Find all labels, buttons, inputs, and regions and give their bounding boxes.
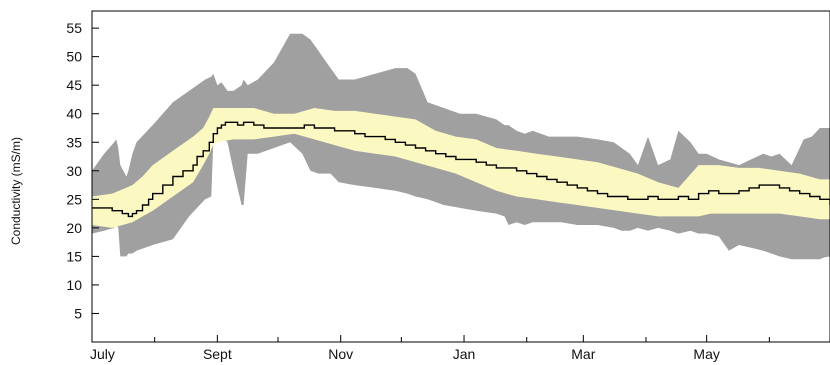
y-tick-label-55: 55	[66, 20, 82, 36]
y-tick-label-10: 10	[66, 277, 82, 293]
y-tick-label-25: 25	[66, 191, 82, 207]
plot-frame	[91, 10, 830, 343]
y-tick-label-50: 50	[66, 49, 82, 65]
x-tick-label-july: July	[90, 346, 115, 362]
median-line-layer	[92, 121, 830, 218]
x-tick-label-sept: Sept	[203, 346, 232, 362]
x-tick-label-mar: Mar	[571, 346, 595, 362]
y-axis-title: Conductivity (mS/m)	[9, 137, 23, 245]
y-tick-label-30: 30	[66, 163, 82, 179]
y-tick-label-15: 15	[66, 248, 82, 264]
y-tick-label-5: 5	[74, 305, 82, 321]
x-axis-ticks: July Sept Nov Jan Mar May	[90, 335, 770, 362]
median-line	[92, 121, 830, 218]
y-axis-ticks: 5 10 15 20 25 30 35 40 45 50 55	[66, 20, 99, 321]
bands-layer	[92, 33, 830, 260]
y-tick-label-20: 20	[66, 220, 82, 236]
x-tick-label-may: May	[693, 346, 719, 362]
x-tick-label-jan: Jan	[453, 346, 476, 362]
y-tick-label-40: 40	[66, 106, 82, 122]
y-tick-label-35: 35	[66, 134, 82, 150]
y-tick-label-45: 45	[66, 77, 82, 93]
x-tick-label-nov: Nov	[328, 346, 353, 362]
interquartile-band	[92, 108, 830, 228]
